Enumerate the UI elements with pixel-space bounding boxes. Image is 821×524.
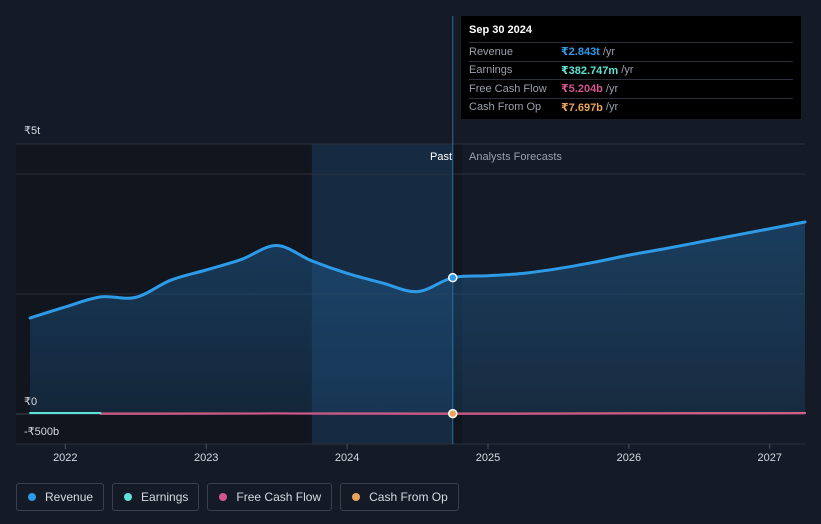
x-axis: 2022 2023 2024 2025 2026 2027 [53,444,782,464]
tooltip-label: Cash From Op [469,101,542,114]
legend-dot-icon [28,493,36,501]
series-lines [28,220,807,415]
x-tick-label: 2023 [194,452,218,464]
y-tick-label: ₹0 [24,396,37,408]
legend: Revenue Earnings Free Cash Flow Cash Fro… [16,483,459,511]
legend-dot-icon [124,493,133,501]
tooltip-label: Revenue [469,45,514,58]
legend-item-earnings[interactable]: Earnings [112,483,200,511]
cursor-markers [448,272,458,419]
tooltip-value: ₹7.697b [561,101,603,114]
tooltip-row-cash-from-op: Cash From Op ₹7.697b /yr [469,97,793,117]
legend-label: Cash From Op [369,490,448,504]
legend-item-free-cash-flow[interactable]: Free Cash Flow [207,483,333,511]
x-tick-label: 2022 [53,452,77,464]
legend-item-revenue[interactable]: Revenue [16,483,105,511]
legend-label: Free Cash Flow [236,490,322,504]
tooltip-unit: /yr [602,45,616,58]
past-label: Past [430,151,452,163]
y-tick-label: ₹5t [24,125,40,137]
series-line-revenue [28,220,807,320]
legend-dot-icon [219,493,228,501]
tooltip-label: Free Cash Flow [469,82,547,95]
legend-label: Earnings [141,490,189,504]
x-tick-label: 2024 [335,452,359,464]
tooltip-unit: /yr [605,101,619,114]
tooltip-label: Earnings [469,64,513,77]
revenue-marker [448,272,458,283]
y-tick-label: -₹500b [24,426,59,438]
legend-item-cash-from-op[interactable]: Cash From Op [340,483,459,511]
tooltip-value: ₹2.843t [561,46,600,59]
cash-from-op-marker [448,408,458,419]
x-tick-label: 2027 [758,452,782,464]
x-tick-label: 2026 [617,452,641,464]
x-tick-label: 2025 [476,452,500,464]
tooltip: Sep 30 2024 Revenue ₹2.843t /yr Earnings… [461,16,801,119]
tooltip-value: ₹382.747m [561,64,619,77]
tooltip-unit: /yr [621,64,634,77]
tooltip-date: Sep 30 2024 [469,24,532,36]
legend-label: Revenue [45,490,94,504]
y-axis: ₹5t ₹0 -₹500b [24,125,59,438]
legend-dot-icon [352,493,361,501]
tooltip-row-earnings: Earnings ₹382.747m /yr [469,60,793,80]
revenue-area [30,222,805,414]
forecast-label: Analysts Forecasts [469,151,562,163]
tooltip-row-free-cash-flow: Free Cash Flow ₹5.204b /yr [469,79,793,98]
tooltip-value: ₹5.204b [561,83,603,96]
tooltip-row-revenue: Revenue ₹2.843t /yr [469,42,793,61]
tooltip-unit: /yr [605,82,619,95]
